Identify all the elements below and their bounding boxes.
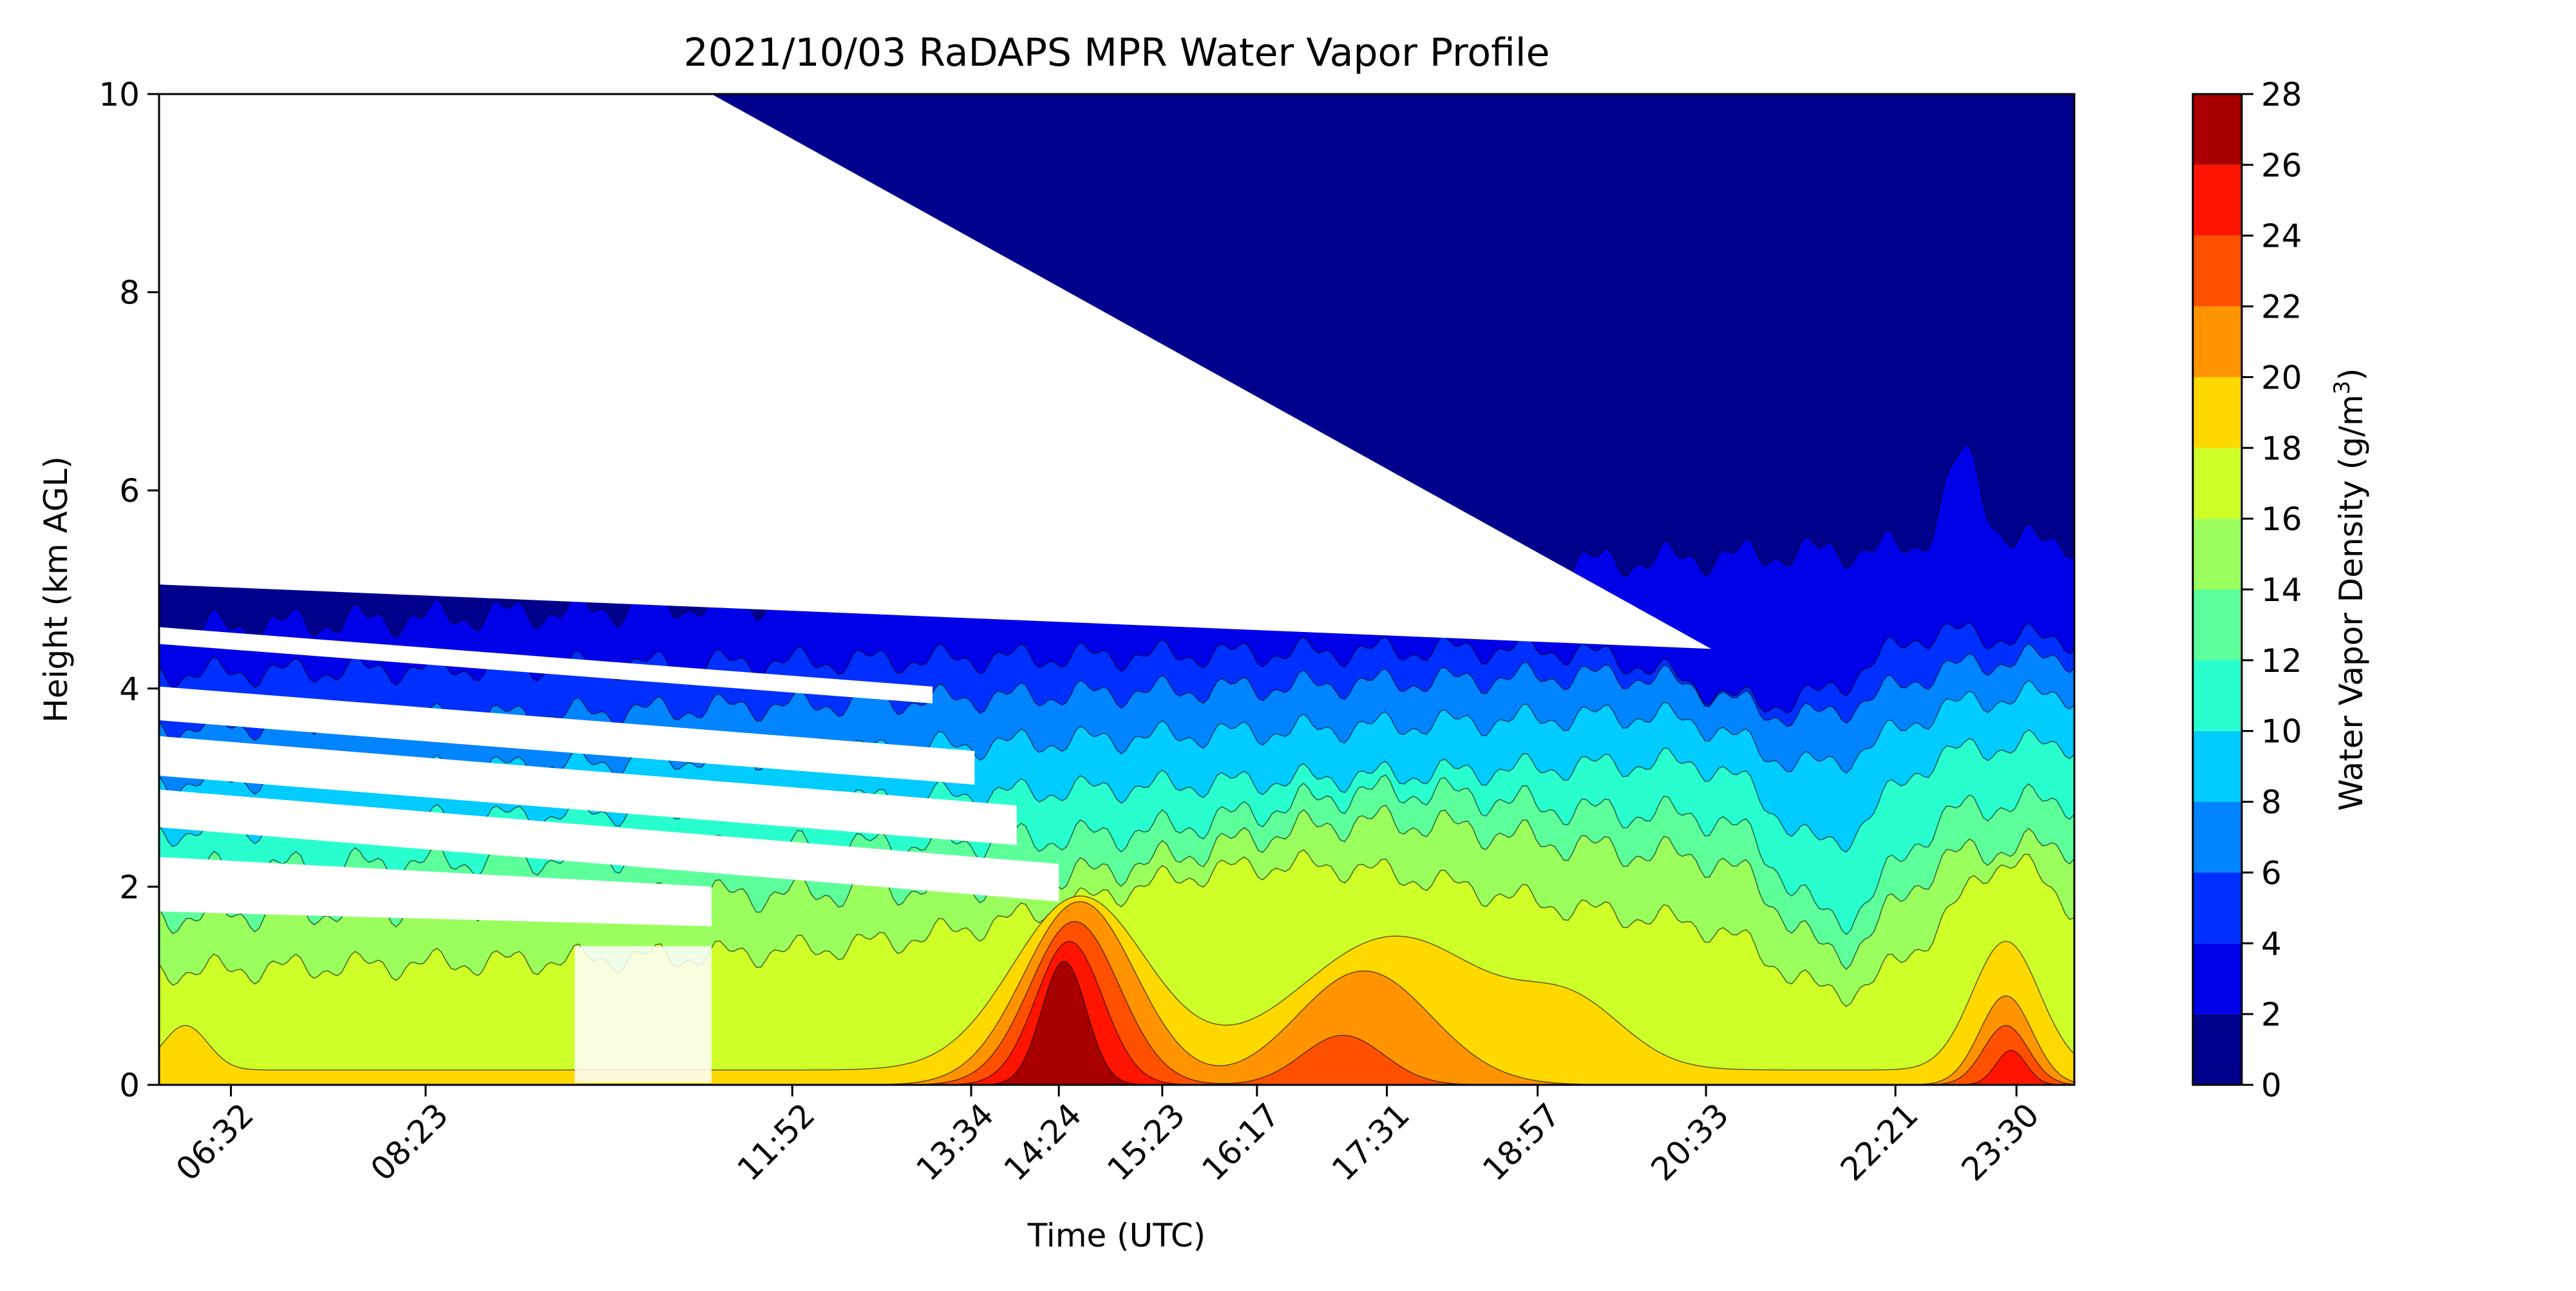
colorbar-tick-label: 18 [2261,430,2302,467]
colorbar-tick-label: 2 [2261,996,2282,1033]
colorbar-segment [2193,235,2242,307]
colorbar-label-superscript: 3 [2329,381,2355,395]
y-tick-label: 6 [119,472,140,510]
colorbar-segment [2193,448,2242,519]
y-tick-label: 4 [119,671,140,708]
y-tick-label: 10 [99,76,140,113]
colorbar-segment [2193,1014,2242,1085]
plot-area [159,94,2074,1085]
no-data-stripe [159,627,933,703]
colorbar-label: Water Vapor Density (g/m3) [2329,368,2370,810]
chart-title: 2021/10/03 RaDAPS MPR Water Vapor Profil… [684,30,1550,75]
x-tick-label: 23:30 [1955,1096,2047,1188]
colorbar-tick-label: 0 [2261,1067,2282,1104]
colorbar-segment [2193,589,2242,660]
x-tick-label: 18:57 [1475,1096,1567,1188]
colorbar-label-suffix: ) [2333,368,2370,381]
colorbar-tick-label: 28 [2261,76,2302,113]
colorbar-segment [2193,731,2242,802]
colorbar-segment [2193,377,2242,448]
colorbar-tick-label: 8 [2261,784,2282,821]
colorbar-tick-label: 16 [2261,501,2302,538]
colorbar-tick-label: 6 [2261,854,2282,892]
colorbar-tick-label: 14 [2261,571,2302,609]
colorbar-segment [2193,306,2242,378]
colorbar-label-prefix: Water Vapor Density (g/m [2333,394,2370,810]
no-data-stripe [159,736,1017,845]
no-data-stripe [159,857,712,926]
colorbar-tick-label: 20 [2261,359,2302,396]
colorbar-segment [2193,872,2242,944]
plot-frame [158,93,2076,1086]
x-tick-label: 16:17 [1195,1096,1287,1188]
x-tick-label: 20:33 [1644,1096,1736,1188]
colorbar-tick-label: 22 [2261,289,2302,326]
no-data-stripe [159,789,1059,902]
colorbar-segment [2193,801,2242,873]
no-data-stripe [159,686,975,785]
y-tick-label: 2 [119,868,140,906]
colorbar-segment [2193,943,2242,1015]
colorbar-tick-label: 10 [2261,713,2302,751]
colorbar-tick-label: 4 [2261,925,2282,962]
x-tick-label: 15:23 [1100,1096,1192,1188]
y-axis-label: Height (km AGL) [37,456,75,723]
colorbar-tick-label: 12 [2261,642,2302,680]
no-data-region-upper [159,94,1712,649]
colorbar-tick-label: 24 [2261,218,2302,255]
y-axis-ticks: 0 2 4 6 8 10 [99,76,159,1104]
y-tick-label: 8 [119,274,140,312]
x-tick-label: 06:32 [169,1096,261,1188]
contour-band-22-24 [159,921,2074,1085]
colorbar-segment [2193,94,2242,165]
contour-band-24-26 [159,941,2074,1085]
x-tick-label: 13:34 [909,1096,1001,1188]
x-tick-label: 22:21 [1833,1096,1926,1188]
no-data-stripe [574,946,712,1083]
colorbar-segment [2193,164,2242,236]
x-axis-label: Time (UTC) [1027,1217,1206,1254]
x-tick-label: 17:31 [1325,1096,1417,1188]
x-tick-label: 08:23 [363,1096,455,1188]
colorbar-tick-label: 26 [2261,147,2302,184]
contour-band-26-28 [159,961,2074,1085]
y-tick-label: 0 [119,1067,140,1104]
colorbar-segment [2193,660,2242,731]
colorbar [2193,94,2242,1085]
colorbar-segment [2193,519,2242,589]
x-tick-label: 11:52 [730,1096,822,1188]
x-tick-label: 14:24 [997,1096,1089,1188]
